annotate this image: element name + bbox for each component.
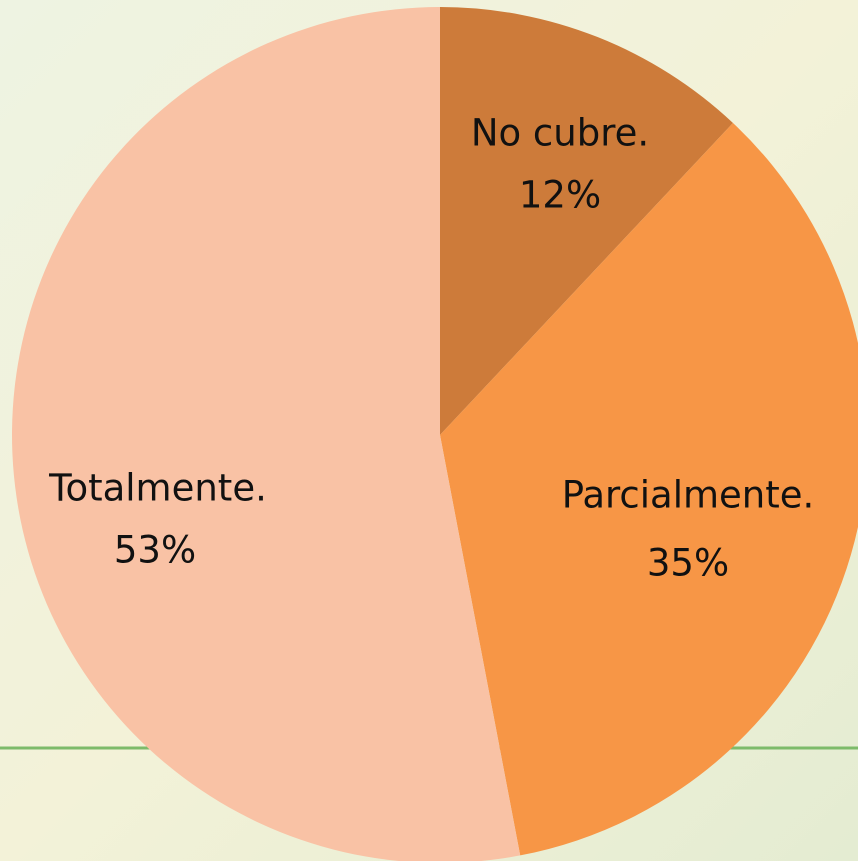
category-label: Totalmente. bbox=[48, 467, 267, 510]
category-label: No cubre. bbox=[471, 112, 649, 155]
pie-slice bbox=[440, 123, 858, 856]
pie-slice bbox=[12, 7, 521, 861]
pie-slice bbox=[440, 7, 733, 435]
labels: No cubre. 12% Parcialmente. 35% Totalmente. 5… bbox=[48, 112, 814, 585]
value-label: 35% bbox=[647, 542, 729, 585]
pie bbox=[12, 7, 858, 861]
value-label: 12% bbox=[519, 174, 601, 217]
value-label: 53% bbox=[114, 529, 196, 572]
category-label: Parcialmente. bbox=[562, 474, 815, 517]
